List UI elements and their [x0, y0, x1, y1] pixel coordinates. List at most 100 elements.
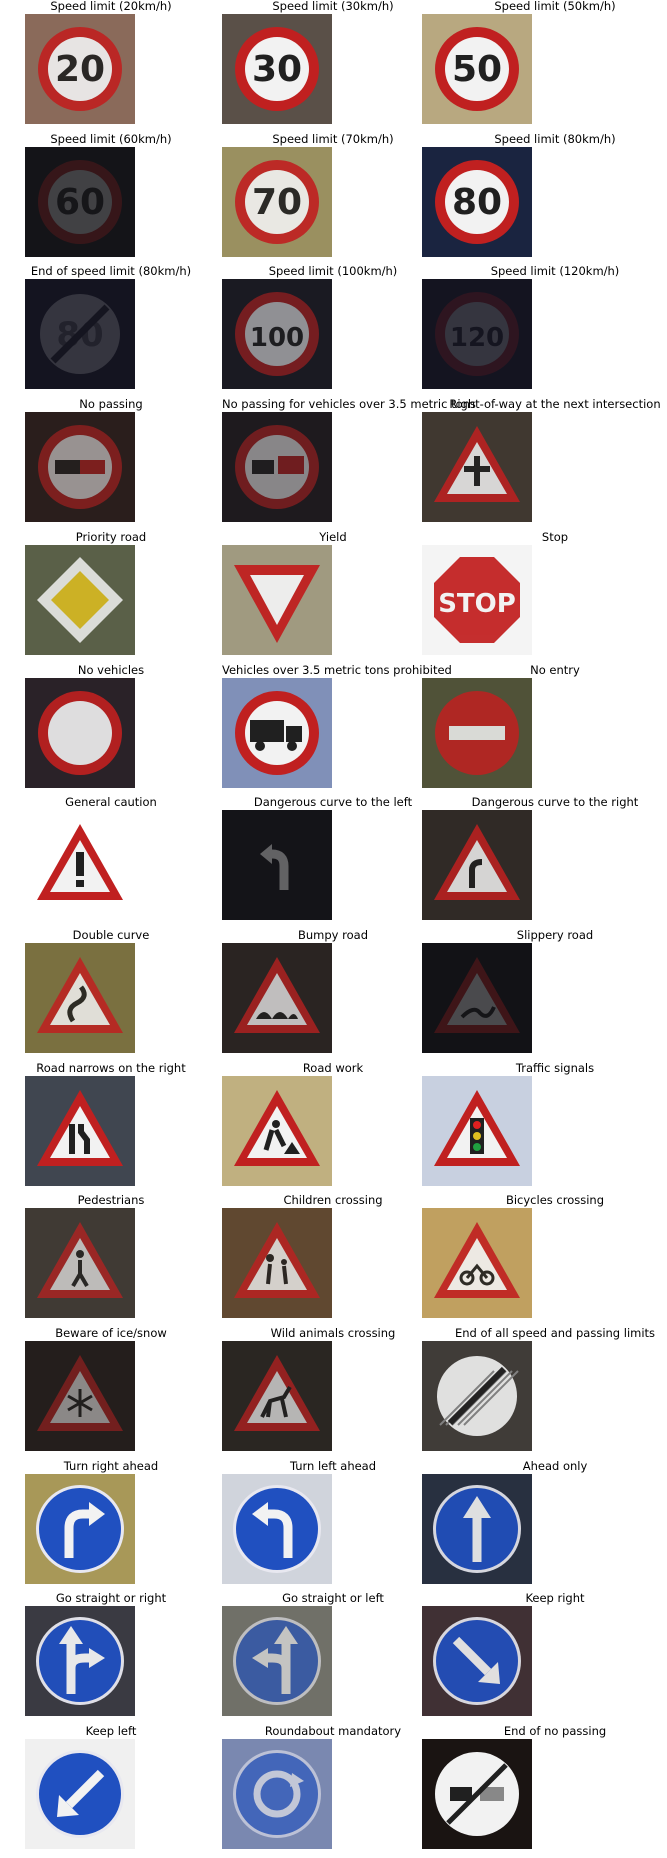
sign-image [422, 1606, 532, 1716]
sign-number: 60 [55, 182, 105, 223]
sign-cell-bicycles-crossing: Bicycles crossing [422, 1194, 666, 1326]
sign-image [222, 545, 332, 655]
sign-photo [25, 810, 135, 920]
sign-image [422, 1341, 532, 1451]
sign-cell-priority-road: Priority road [0, 531, 222, 663]
sign-graphic [434, 1222, 520, 1298]
sign-photo [25, 1208, 135, 1318]
sign-photo [25, 1076, 135, 1186]
sign-cell-go-straight-or-left: Go straight or left [222, 1592, 444, 1724]
sign-cell-wild-animals-crossing: Wild animals crossing [222, 1327, 444, 1459]
sign-graphic [234, 1090, 320, 1166]
sign-image [422, 412, 532, 522]
sign-image [222, 678, 332, 788]
sign-label: General caution [65, 795, 157, 809]
sign-photo [222, 1341, 332, 1451]
sign-number: 80 [56, 315, 103, 355]
sign-cell-slippery-road: Slippery road [422, 928, 666, 1061]
photo-background [422, 943, 532, 1053]
sign-label: Dangerous curve to the right [471, 795, 639, 809]
sign-cell-speed-limit-60km-h: Speed limit (60km/h) 60 [0, 133, 222, 265]
sign-photo: 60 [25, 147, 135, 257]
sign-graphic: 80 [40, 294, 120, 374]
sign-graphic [433, 1485, 521, 1573]
sign-image [422, 943, 532, 1053]
sign-cell-bumpy-road: Bumpy road [222, 929, 444, 1061]
photo-background [25, 147, 135, 257]
sign-label: Go straight or left [282, 1591, 384, 1605]
sign-image [25, 943, 135, 1053]
sign-number: 20 [55, 49, 105, 90]
sign-label: Double curve [72, 928, 150, 942]
sign-photo: 50 [422, 14, 532, 124]
sign-cell-no-passing-for-vehicles-over-3-5-metric-tons: No passing for vehicles over 3.5 metric … [222, 398, 476, 530]
sign-cell-go-straight-or-right: Go straight or right [0, 1592, 222, 1724]
sign-photo: 120 [422, 279, 532, 389]
sign-image: 80 [422, 147, 532, 257]
sign-graphic [234, 565, 320, 643]
sign-image [222, 810, 332, 920]
sign-image: 60 [25, 147, 135, 257]
sign-graphic: STOP [434, 557, 520, 643]
sign-image [25, 545, 135, 655]
sign-label: Speed limit (70km/h) [272, 132, 394, 146]
sign-label: Turn right ahead [63, 1459, 159, 1473]
sign-image: 120 [422, 279, 532, 389]
sign-label: Dangerous curve to the left [253, 795, 413, 809]
sign-photo [25, 1341, 135, 1451]
sign-cell-speed-limit-100km-h: Speed limit (100km/h) 100 [222, 265, 444, 397]
sign-number: 100 [250, 323, 304, 353]
sign-cell-traffic-signals: Traffic signals [422, 1061, 666, 1194]
sign-cell-keep-right: Keep right [422, 1592, 666, 1724]
sign-photo [422, 1341, 532, 1451]
sign-cell-children-crossing: Children crossing [222, 1194, 444, 1326]
sign-photo [222, 412, 332, 522]
sign-label: Priority road [75, 530, 147, 544]
photo-background [25, 279, 135, 389]
sign-label: Traffic signals [515, 1061, 595, 1075]
sign-image [422, 678, 532, 788]
sign-cell-general-caution: General caution [0, 796, 222, 928]
sign-label: End of speed limit (80km/h) [30, 264, 192, 278]
sign-label: Road narrows on the right [36, 1061, 186, 1075]
sign-label: Speed limit (20km/h) [50, 0, 172, 13]
sign-photo [222, 943, 332, 1053]
sign-image: 30 [222, 14, 332, 124]
sign-photo [25, 943, 135, 1053]
sign-image [222, 1474, 332, 1584]
sign-photo [25, 678, 135, 788]
sign-graphic [36, 1617, 124, 1705]
sign-photo [222, 1474, 332, 1584]
sign-graphic [234, 1222, 320, 1298]
sign-label: Speed limit (30km/h) [272, 0, 394, 13]
sign-label: Slippery road [516, 928, 594, 942]
sign-photo [222, 1739, 332, 1849]
sign-graphic: 50 [435, 27, 519, 111]
sign-cell-beware-of-ice-snow: Beware of ice/snow [0, 1327, 222, 1459]
sign-label: Beware of ice/snow [55, 1326, 167, 1340]
sign-image [222, 1341, 332, 1451]
sign-graphic [37, 957, 123, 1033]
sign-label: No entry [530, 663, 580, 677]
sign-image [222, 1739, 332, 1849]
sign-cell-speed-limit-50km-h: Speed limit (50km/h) 50 [422, 0, 666, 132]
sign-photo [422, 1739, 532, 1849]
sign-label: Speed limit (80km/h) [494, 132, 616, 146]
sign-photo [422, 943, 532, 1053]
sign-label: Turn left ahead [289, 1459, 377, 1473]
sign-photo [422, 810, 532, 920]
sign-photo [25, 412, 135, 522]
sign-graphic [37, 824, 123, 900]
sign-image [222, 1208, 332, 1318]
sign-cell-speed-limit-20km-h: Speed limit (20km/h) 20 [0, 0, 222, 132]
sign-graphic [235, 425, 319, 509]
sign-label: Children crossing [283, 1193, 383, 1207]
sign-graphic [434, 1090, 520, 1166]
sign-graphic [37, 557, 123, 643]
sign-image [222, 412, 332, 522]
sign-cell-yield: Yield [222, 531, 444, 663]
sign-image [25, 1474, 135, 1584]
sign-graphic [37, 1222, 123, 1298]
sign-photo [422, 1208, 532, 1318]
sign-label: Ahead only [522, 1459, 588, 1473]
